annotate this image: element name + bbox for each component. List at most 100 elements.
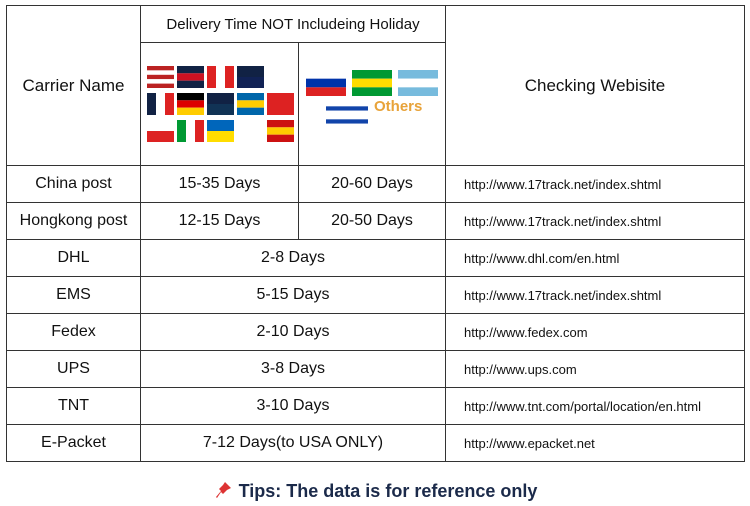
flag-stripe: [266, 134, 294, 142]
flag-stripe: [224, 66, 234, 88]
flag-stripe: [352, 70, 392, 79]
carrier-cell: UPS: [6, 350, 141, 388]
carrier-cell: E-Packet: [6, 424, 141, 462]
flag: [398, 70, 438, 96]
flag: [176, 120, 204, 142]
website-cell: http://www.tnt.com/portal/location/en.ht…: [445, 387, 745, 425]
flag: [206, 66, 234, 88]
days-cell: 5-15 Days: [140, 276, 446, 314]
flag-stripe: [398, 70, 438, 79]
flag-cell: Others: [298, 42, 446, 166]
flag-stripe: [326, 110, 368, 115]
flag-stripe: [146, 120, 174, 131]
carrier-cell: EMS: [6, 276, 141, 314]
flag-stripe: [146, 66, 174, 71]
days-cell: 3-8 Days: [140, 350, 446, 388]
flag-cell: [140, 42, 299, 166]
flag-stripe: [306, 78, 346, 88]
flag-stripe: [236, 107, 264, 115]
table-row: China post 15-35 Days 20-60 Days http://www…: [6, 165, 745, 203]
flag-stripe: [176, 120, 186, 142]
days-cell: 20-60 Days: [298, 165, 446, 203]
flag-stripe: [326, 119, 368, 124]
table-row: UPS 3-8 Days http://www.ups.com: [6, 350, 745, 388]
website-cell: http://www.dhl.com/en.html: [445, 239, 745, 277]
flag-stripe: [176, 73, 204, 81]
flag-stripe: [146, 70, 174, 75]
flag-stripe: [266, 93, 294, 115]
carrier-cell: China post: [6, 165, 141, 203]
flag: [146, 66, 174, 88]
flag-group: [146, 66, 294, 142]
carrier-header: Carrier Name: [6, 5, 141, 166]
flag: [306, 70, 346, 96]
website-cell: http://www.17track.net/index.shtml: [445, 165, 745, 203]
flag: [206, 93, 234, 115]
flag-stripe: [266, 120, 294, 128]
flag: [236, 120, 264, 142]
flag: [176, 66, 204, 88]
table-row: E-Packet 7-12 Days(to USA ONLY) http://www…: [6, 424, 745, 462]
flag-stripe: [206, 120, 234, 131]
flag-stripe: [352, 87, 392, 96]
flag-stripe: [306, 70, 346, 79]
carrier-cell: Hongkong post: [6, 202, 141, 240]
website-cell: http://www.17track.net/index.shtml: [445, 276, 745, 314]
website-header: Checking Webisite: [445, 5, 745, 166]
days-cell: 20-50 Days: [298, 202, 446, 240]
carrier-cell: TNT: [6, 387, 141, 425]
days-cell: 3-10 Days: [140, 387, 446, 425]
flag-stripe: [326, 115, 368, 120]
flag-stripe: [146, 131, 174, 142]
tips-text: Tips: The data is for reference only: [238, 481, 538, 501]
flag-stripe: [236, 100, 264, 108]
flag-stripe: [146, 79, 174, 84]
table-row: Fedex 2-10 Days http://www.fedex.com: [6, 313, 745, 351]
flag-stripe: [326, 102, 368, 107]
flag-stripe: [176, 100, 204, 108]
flag-stripe: [194, 120, 204, 142]
flag-group: Others: [306, 70, 438, 128]
flag-stripe: [236, 120, 264, 142]
tips: Tips: The data is for reference only: [0, 480, 750, 502]
flag-stripe: [236, 93, 264, 101]
flag-stripe: [146, 74, 174, 80]
website-cell: http://www.ups.com: [445, 350, 745, 388]
flag-stripe: [398, 87, 438, 96]
flag: [266, 66, 294, 88]
table-row: DHL 2-8 Days http://www.dhl.com/en.html: [6, 239, 745, 277]
flag-stripe: [326, 106, 368, 111]
flag-stripe: [176, 107, 204, 115]
website-cell: http://www.epacket.net: [445, 424, 745, 462]
flag-stripe: [176, 80, 204, 88]
flag: [236, 66, 264, 88]
carrier-cell: Fedex: [6, 313, 141, 351]
flag-stripe: [266, 127, 294, 135]
flag: [146, 120, 174, 142]
flag: [236, 93, 264, 115]
days-cell: 2-10 Days: [140, 313, 446, 351]
days-cell: 15-35 Days: [140, 165, 299, 203]
flag-stripe: [306, 87, 346, 96]
flag-stripe: [146, 83, 174, 88]
flag-stripe: [155, 93, 165, 115]
pin-icon: [215, 482, 231, 498]
flag-stripe: [146, 93, 156, 115]
flag-stripe: [176, 93, 204, 101]
delivery-header: Delivery Time NOT Includeing Holiday: [140, 5, 446, 43]
flag-stripe: [176, 66, 204, 74]
website-cell: http://www.17track.net/index.shtml: [445, 202, 745, 240]
days-cell: 7-12 Days(to USA ONLY): [140, 424, 446, 462]
carrier-cell: DHL: [6, 239, 141, 277]
days-cell: 12-15 Days: [140, 202, 299, 240]
flag-stripe: [206, 93, 234, 104]
flag: [266, 120, 294, 142]
flag: [266, 93, 294, 115]
flag-stripe: [236, 66, 264, 77]
days-cell: 2-8 Days: [140, 239, 446, 277]
flag-stripe: [206, 131, 234, 142]
flag-stripe: [398, 78, 438, 88]
flag-stripe: [352, 78, 392, 88]
flag: [206, 120, 234, 142]
